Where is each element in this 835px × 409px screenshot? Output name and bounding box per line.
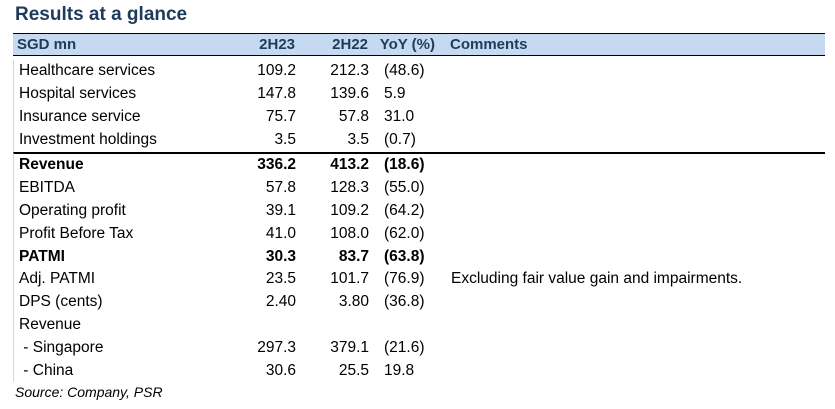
table-row: Healthcare services 109.2 212.3 (48.6)	[13, 60, 825, 83]
table-row: - China 30.6 25.5 19.8	[13, 359, 825, 383]
row-2h22: 3.5	[347, 131, 369, 149]
table-row: DPS (cents) 2.40 3.80 (36.8)	[13, 290, 825, 314]
row-label: - China	[19, 362, 74, 380]
row-yoy: (63.8)	[384, 247, 425, 265]
row-2h23: 147.8	[257, 85, 296, 103]
row-yoy: (36.8)	[384, 293, 425, 311]
row-yoy: (55.0)	[384, 178, 425, 196]
table-row: Operating profit 39.1 109.2 (64.2)	[13, 199, 825, 223]
table-row: Insurance service 75.7 57.8 31.0	[13, 105, 825, 129]
row-2h22: 109.2	[330, 201, 369, 219]
row-label: - Singapore	[19, 339, 104, 357]
row-yoy: 19.8	[384, 362, 415, 380]
row-yoy: (0.7)	[384, 131, 416, 149]
row-2h23: 297.3	[257, 339, 296, 357]
row-yoy: (18.6)	[384, 156, 425, 173]
row-yoy: (21.6)	[384, 339, 425, 357]
table-row: Profit Before Tax 41.0 108.0 (62.0)	[13, 222, 825, 246]
row-2h23: 57.8	[265, 178, 296, 196]
row-label: Healthcare services	[19, 62, 156, 80]
row-label: Profit Before Tax	[19, 224, 134, 242]
row-label: DPS (cents)	[19, 293, 103, 311]
table-row: - Singapore 297.3 379.1 (21.6)	[13, 336, 825, 360]
row-2h22: 128.3	[330, 178, 369, 196]
row-2h22: 413.2	[330, 156, 369, 173]
table-row: Hospital services 147.8 139.6 5.9	[13, 82, 825, 106]
row-2h23: 336.2	[257, 156, 296, 173]
source-note: Source: Company, PSR	[15, 384, 163, 400]
row-label: Hospital services	[19, 85, 137, 103]
row-2h22: 212.3	[330, 62, 369, 80]
row-label: Insurance service	[19, 108, 141, 126]
row-label: Revenue	[19, 316, 82, 334]
table-row: PATMI 30.3 83.7 (63.8)	[13, 245, 825, 269]
table-header: SGD mn 2H23 2H22 YoY (%) Comments	[13, 33, 825, 56]
header-sgd-mn: SGD mn	[17, 36, 77, 53]
row-2h23: 30.6	[265, 362, 296, 380]
row-yoy: (76.9)	[384, 270, 425, 288]
row-2h23: 3.5	[274, 131, 296, 149]
header-comments: Comments	[450, 36, 528, 53]
row-2h22: 379.1	[330, 339, 369, 357]
row-label: Adj. PATMI	[19, 270, 96, 288]
row-2h22: 57.8	[338, 108, 369, 126]
results-table: SGD mn 2H23 2H22 YoY (%) Comments Health…	[13, 33, 825, 383]
row-yoy: 31.0	[384, 108, 415, 126]
row-2h23: 75.7	[265, 108, 296, 126]
row-yoy: 5.9	[384, 85, 406, 103]
row-2h22: 25.5	[338, 362, 369, 380]
row-2h22: 101.7	[330, 270, 369, 288]
row-label: PATMI	[19, 247, 65, 265]
table-title: Results at a glance	[15, 4, 188, 25]
row-label: EBITDA	[19, 178, 75, 196]
table-row: EBITDA 57.8 128.3 (55.0)	[13, 176, 825, 200]
row-label: Investment holdings	[19, 131, 157, 149]
row-2h23: 41.0	[265, 224, 296, 242]
row-2h22: 83.7	[338, 247, 369, 265]
row-label: Revenue	[19, 156, 84, 173]
row-yoy: (48.6)	[384, 62, 425, 80]
table-row: Adj. PATMI 23.5 101.7 (76.9) Excluding f…	[13, 268, 825, 291]
row-2h22: 139.6	[330, 85, 369, 103]
row-2h23: 39.1	[265, 201, 296, 219]
table-row: Revenue	[13, 313, 825, 337]
table-row: Investment holdings 3.5 3.5 (0.7)	[13, 128, 825, 152]
row-2h22: 3.80	[338, 293, 369, 311]
header-yoy: YoY (%)	[379, 36, 435, 53]
header-2h22: 2H22	[332, 36, 368, 53]
table-row: Revenue 336.2 413.2 (18.6)	[13, 151, 825, 177]
row-yoy: (64.2)	[384, 201, 425, 219]
row-yoy: (62.0)	[384, 224, 425, 242]
row-2h23: 109.2	[257, 62, 296, 80]
row-2h23: 2.40	[265, 293, 296, 311]
row-2h23: 30.3	[265, 247, 296, 265]
row-label: Operating profit	[19, 201, 126, 219]
row-2h22: 108.0	[330, 224, 369, 242]
row-2h23: 23.5	[265, 270, 296, 288]
header-2h23: 2H23	[259, 36, 295, 53]
row-comment: Excluding fair value gain and impairment…	[451, 270, 743, 288]
